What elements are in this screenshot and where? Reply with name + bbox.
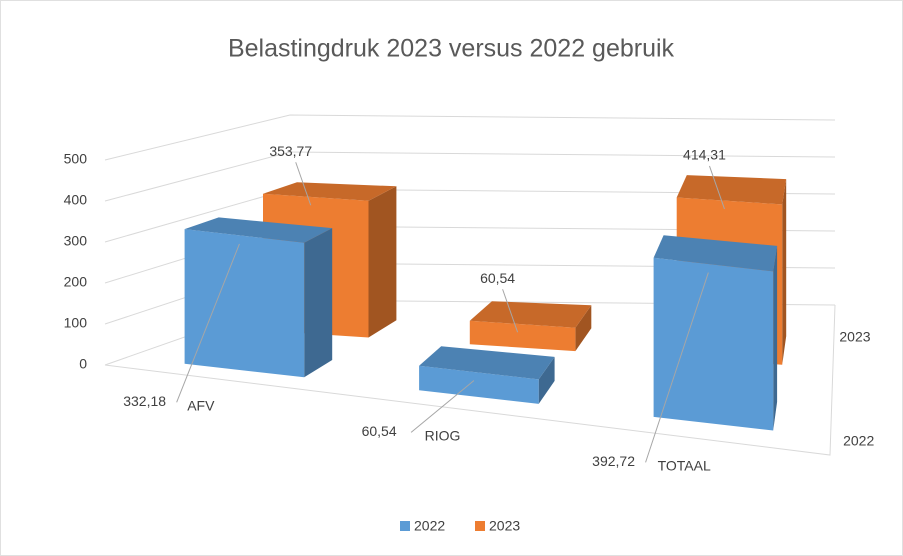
bar-top (469, 301, 592, 328)
legend-swatch (400, 521, 410, 531)
bar-side (304, 228, 333, 378)
leader-line (645, 272, 709, 463)
data-label: 414,31 (683, 147, 726, 163)
legend-label: 2022 (414, 518, 445, 534)
leader-line (295, 162, 312, 206)
y-tick-label: 200 (64, 274, 88, 290)
bar-front (419, 365, 539, 404)
x-tick-label: RIOG (425, 428, 461, 444)
data-label: 392,72 (592, 453, 635, 469)
leader-line (708, 165, 725, 210)
y-tick-label: 500 (64, 151, 88, 167)
bar-top (653, 235, 778, 272)
bar-front (469, 320, 576, 352)
y-tick-label: 100 (64, 315, 88, 331)
grid-line (104, 151, 836, 202)
grid-line (104, 114, 836, 161)
leader-line (176, 243, 240, 403)
bar-side (773, 245, 778, 431)
bar (653, 235, 778, 431)
bar (469, 301, 592, 352)
legend-swatch (475, 521, 485, 531)
y-tick-label: 300 (64, 233, 88, 249)
bar-top (263, 182, 397, 201)
bar-front (184, 229, 305, 378)
bar-side (782, 179, 787, 365)
data-label: 60,54 (362, 423, 397, 439)
bar-front (653, 257, 774, 431)
floor-edge (104, 304, 836, 456)
depth-label: 2023 (839, 329, 870, 345)
data-label: 353,77 (269, 143, 312, 159)
leader-line (502, 289, 519, 333)
depth-label: 2022 (843, 433, 874, 449)
bar-side (538, 356, 555, 404)
x-tick-label: TOTAAL (658, 458, 711, 474)
data-label: 332,18 (123, 393, 166, 409)
bar-top (419, 346, 555, 380)
bar (419, 346, 555, 404)
bar-top (184, 217, 333, 243)
legend-label: 2023 (489, 518, 520, 534)
leader-line (410, 380, 475, 433)
bar-side (368, 186, 397, 338)
data-label: 60,54 (480, 270, 515, 286)
bar-side (575, 305, 592, 352)
y-tick-label: 0 (79, 356, 87, 372)
y-tick-label: 400 (64, 192, 88, 208)
x-tick-label: AFV (187, 398, 215, 414)
bar-top (676, 175, 787, 205)
chart-title: Belastingdruk 2023 versus 2022 gebruik (228, 35, 675, 63)
bar (184, 217, 333, 378)
